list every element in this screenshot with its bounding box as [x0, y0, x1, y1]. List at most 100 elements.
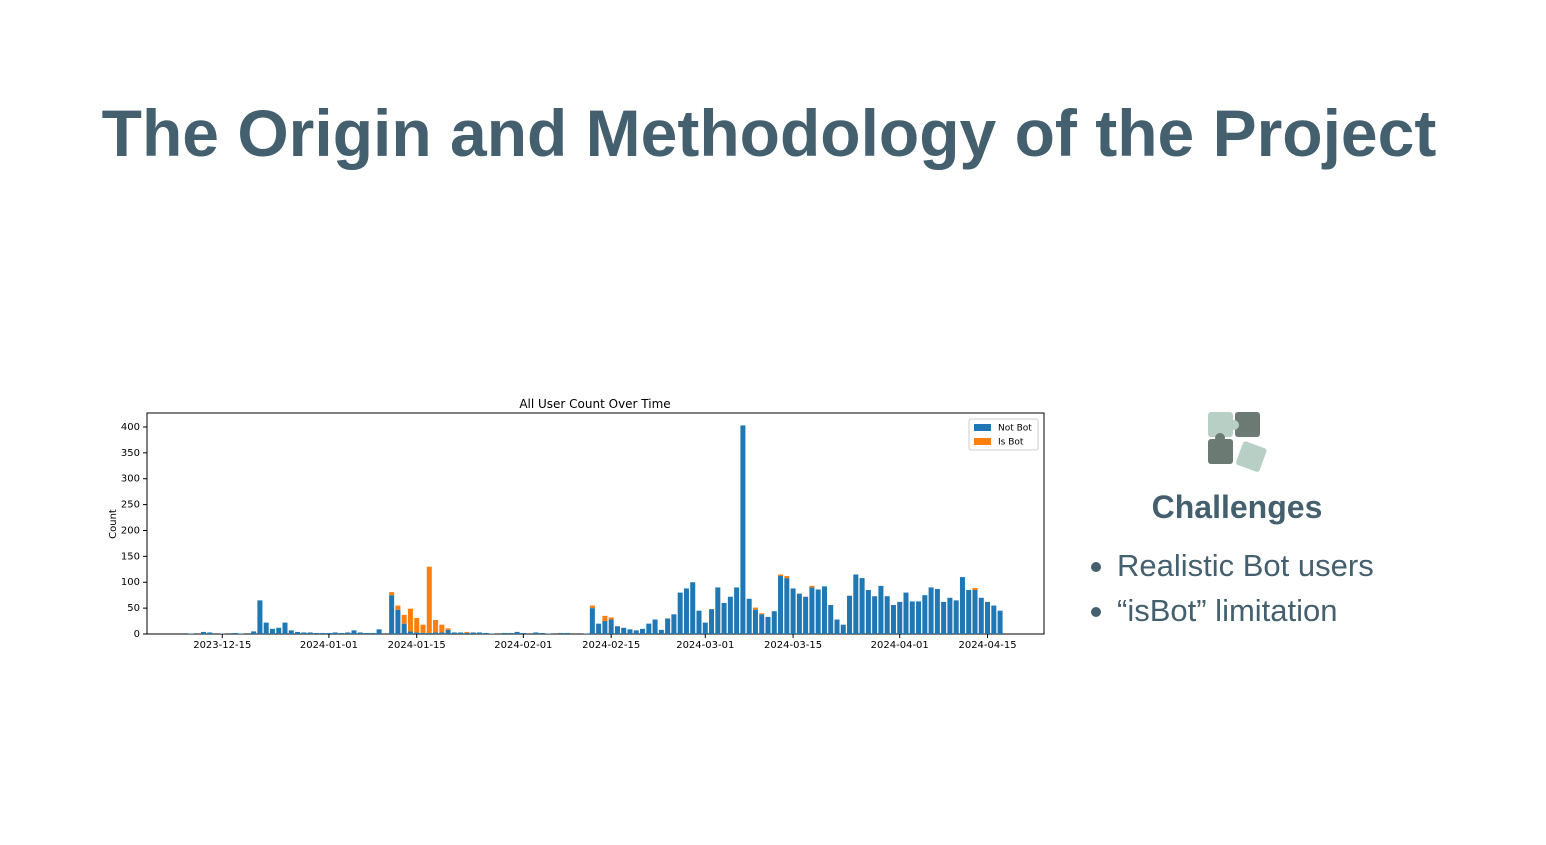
bar	[357, 632, 363, 634]
bar	[445, 629, 451, 634]
bar	[853, 574, 859, 634]
bar	[445, 628, 451, 630]
bar	[959, 577, 965, 634]
bar	[558, 632, 564, 634]
bar	[966, 590, 972, 634]
bar	[922, 595, 928, 634]
x-tick-label: 2024-04-15	[958, 640, 1016, 651]
bar	[633, 630, 639, 634]
x-tick-label: 2024-02-01	[494, 640, 552, 651]
bar	[840, 624, 846, 634]
bar	[897, 601, 903, 634]
bar	[878, 585, 884, 634]
x-tick-label: 2024-01-15	[388, 640, 446, 651]
bar	[646, 623, 652, 634]
bar	[282, 622, 288, 634]
bar	[439, 624, 445, 633]
bar	[263, 622, 269, 634]
bar	[426, 566, 432, 633]
bar	[602, 615, 608, 622]
bar	[207, 632, 213, 634]
x-tick-label: 2024-04-01	[871, 640, 929, 651]
bar	[997, 610, 1003, 634]
bar	[803, 596, 809, 634]
bar	[188, 633, 194, 634]
bar	[351, 630, 357, 634]
bar	[796, 593, 802, 634]
bar	[809, 587, 815, 634]
bar	[872, 596, 878, 634]
bar	[407, 608, 413, 632]
chart-title: All User Count Over Time	[519, 397, 670, 411]
bar	[451, 632, 457, 634]
bar	[276, 627, 282, 634]
bar	[652, 619, 658, 634]
bar	[464, 632, 470, 634]
bar	[771, 611, 777, 634]
y-tick-label: 250	[121, 500, 140, 511]
bar	[821, 586, 827, 634]
x-tick-label: 2024-01-01	[300, 640, 358, 651]
bar	[947, 597, 953, 634]
bar	[890, 605, 896, 634]
bar	[621, 627, 627, 634]
puzzle-icon	[1208, 412, 1267, 472]
bar	[790, 588, 796, 634]
bar	[200, 631, 206, 634]
bar	[269, 628, 275, 634]
bar	[257, 600, 263, 634]
bar	[338, 632, 344, 634]
bar	[677, 592, 683, 634]
bar	[307, 632, 313, 634]
bar	[759, 613, 765, 615]
bar	[433, 620, 439, 633]
bar	[709, 609, 715, 634]
bar	[683, 588, 689, 634]
bar	[539, 632, 545, 634]
bar	[627, 629, 633, 634]
bar	[784, 578, 790, 634]
bar	[520, 632, 526, 634]
y-tick-label: 200	[121, 525, 140, 536]
x-tick-label: 2024-02-15	[582, 640, 640, 651]
bar	[301, 632, 307, 634]
bar	[414, 617, 420, 633]
bar	[727, 596, 733, 634]
bar	[345, 632, 351, 634]
bar	[778, 574, 784, 577]
bar	[514, 631, 520, 634]
bar	[589, 608, 595, 634]
bullet-dot	[1091, 607, 1101, 617]
bar	[545, 633, 551, 634]
bar	[389, 592, 395, 596]
bar	[326, 632, 332, 634]
bar	[395, 609, 401, 634]
bar	[533, 632, 539, 634]
legend-swatch	[974, 438, 991, 445]
bar	[295, 631, 301, 634]
bar	[320, 632, 326, 634]
bar	[401, 623, 407, 634]
y-tick-label: 350	[121, 448, 140, 459]
bar	[928, 587, 934, 634]
bar	[376, 629, 382, 634]
bar	[865, 590, 871, 634]
bar	[602, 621, 608, 634]
bar	[489, 633, 495, 634]
bar	[589, 605, 595, 609]
bar	[470, 632, 476, 634]
bar	[734, 587, 740, 634]
bar	[401, 614, 407, 624]
bar	[439, 632, 445, 634]
bar	[740, 425, 746, 634]
bar	[828, 605, 834, 634]
bar	[583, 633, 589, 634]
bar	[420, 624, 426, 633]
y-tick-label: 0	[134, 629, 140, 640]
bar	[759, 614, 765, 634]
y-axis-label: Count	[108, 509, 119, 539]
bar	[483, 632, 489, 634]
bar	[426, 632, 432, 634]
bar	[671, 614, 677, 634]
bar	[815, 589, 821, 634]
